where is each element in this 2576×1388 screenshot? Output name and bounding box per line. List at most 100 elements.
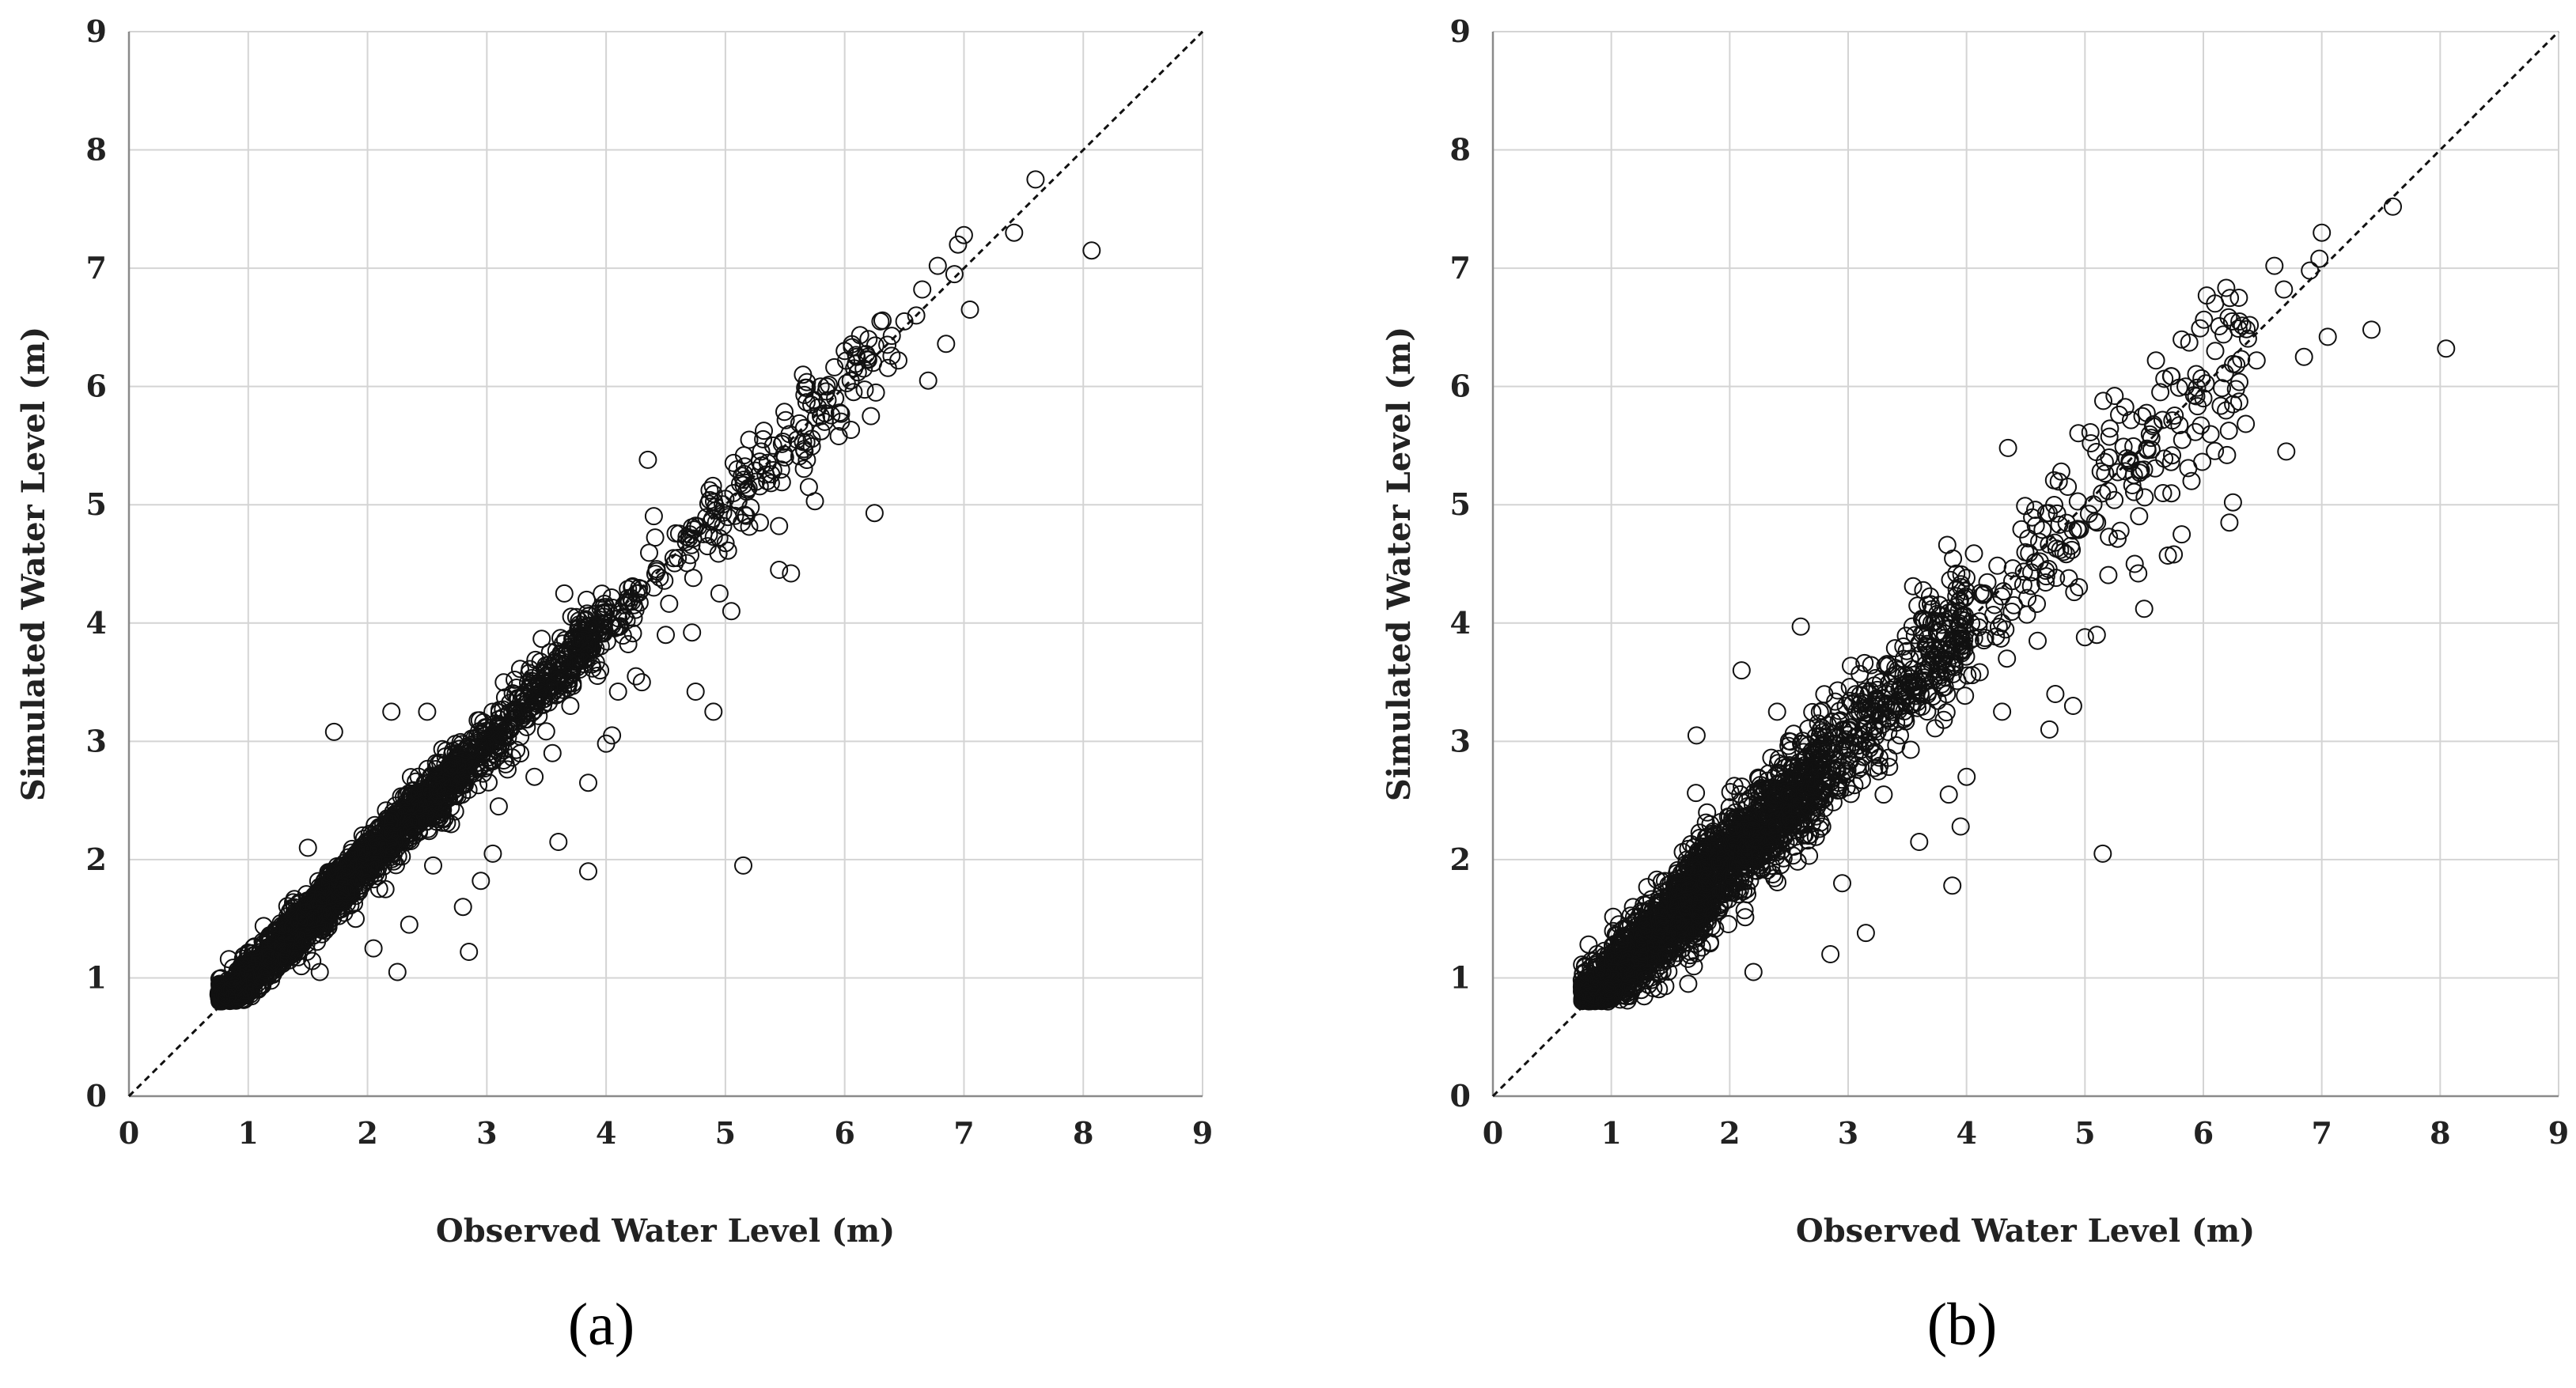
data-point [865,504,884,523]
data-point [2217,278,2236,297]
data-point [591,661,610,680]
y-tick-label: 0 [86,1078,107,1114]
data-point [329,900,348,919]
reference-line-1to1 [127,30,1204,1098]
data-point [479,736,498,755]
data-point [638,450,657,469]
y-tick-label: 6 [1450,369,1471,404]
data-point [871,312,890,331]
data-point [472,872,491,891]
data-point [511,744,530,763]
data-point [456,739,475,758]
data-point [913,280,932,299]
data-point [1988,556,2007,575]
data-point [494,673,513,692]
y-tick-label: 0 [1450,1078,1471,1114]
data-point [1736,908,1755,927]
data-point [669,524,688,543]
data-point [347,910,365,928]
data-point [479,773,498,792]
data-point [253,932,272,951]
data-point [619,635,638,653]
data-point [555,630,574,649]
data-point [566,607,585,626]
y-tick-label: 6 [86,369,107,404]
data-point [357,871,376,890]
data-point [632,673,651,692]
data-point [2233,316,2252,335]
data-point [404,826,423,845]
data-point [2173,430,2191,449]
data-point [439,776,458,795]
data-point [866,336,885,355]
data-point [574,630,593,649]
data-point [2163,446,2181,465]
data-point [319,903,338,922]
x-axis-label: Observed Water Level (m) [436,1212,895,1250]
x-tick-label: 8 [2430,1115,2450,1151]
data-point [555,584,574,603]
data-point [385,845,403,864]
data-point [1026,170,1045,189]
data-point [498,728,517,747]
data-point [2085,512,2104,531]
data-point [366,860,385,879]
x-tick-label: 9 [1192,1115,1213,1151]
y-tick-label: 1 [1450,959,1471,995]
data-point [1768,873,1786,891]
data-point [324,722,343,741]
data-point [802,437,821,456]
data-point [453,753,472,772]
data-point [513,708,532,727]
data-point [1947,564,1966,583]
data-point [233,949,252,968]
data-point [2036,573,2055,592]
data-point [1956,686,1975,705]
data-point [474,713,493,732]
data-point [858,350,877,369]
data-point [428,781,447,800]
data-point [669,549,688,567]
data-point [734,856,752,875]
data-point [1841,691,1860,710]
data-point [2195,310,2214,329]
data-point [794,460,813,478]
data-point [716,490,735,509]
data-point [460,943,479,961]
data-point [2135,488,2154,507]
data-point [2210,317,2229,335]
data-point [1944,549,1963,568]
y-tick-label: 2 [86,841,107,877]
data-point [2059,569,2078,588]
data-point [366,837,385,856]
data-point [382,702,401,721]
data-point [233,984,252,1003]
data-point [949,235,968,254]
data-point [882,327,901,346]
data-point [222,970,241,989]
data-point [805,391,824,410]
data-point [686,683,705,701]
data-point [866,383,885,402]
data-point [2099,565,2118,584]
data-point [796,378,815,397]
y-tick-label: 8 [86,132,107,168]
data-point [410,796,429,815]
data-point [2206,441,2225,460]
data-point [677,554,696,573]
data-point [579,862,597,881]
data-point [843,335,862,354]
data-point [1698,803,1717,822]
data-point [339,854,358,873]
data-point [532,683,551,702]
data-point [597,598,616,617]
y-tick-label: 1 [86,959,107,995]
data-point [818,391,837,410]
data-point [878,335,897,354]
x-tick-label: 0 [119,1115,139,1151]
data-point [928,256,947,275]
panel-label: (a) [568,1292,635,1358]
data-point [841,371,860,390]
data-point [376,879,395,898]
x-tick-label: 2 [357,1115,377,1151]
